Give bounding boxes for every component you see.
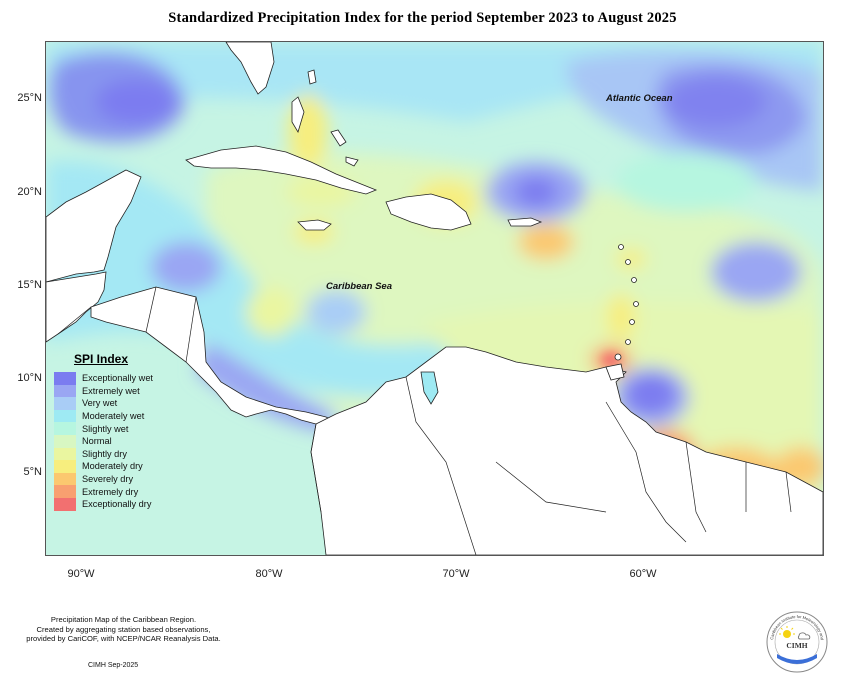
legend-item: Exceptionally wet — [54, 372, 164, 385]
country-borders — [57, 286, 792, 555]
logo-text: CIMH — [786, 641, 807, 650]
cimh-logo: CIMH Caribbean Institute for Meteorology… — [765, 610, 828, 673]
legend-item: Very wet — [54, 397, 164, 410]
spi-map — [45, 41, 824, 556]
spi-map-canvas — [46, 42, 823, 555]
legend-label: Extremely dry — [82, 486, 139, 497]
legend-swatch — [54, 485, 76, 498]
legend-swatch — [54, 397, 76, 410]
spi-legend: SPI Index Exceptionally wet Extremely wet… — [54, 352, 164, 511]
legend-item: Extremely wet — [54, 384, 164, 398]
legend-swatch — [54, 460, 76, 473]
lon-tick: 60°W — [629, 568, 657, 580]
atlantic-ocean-label: Atlantic Ocean — [606, 93, 673, 104]
legend-label: Extremely wet — [82, 385, 140, 396]
cloud-icon — [797, 632, 811, 640]
legend-title: SPI Index — [74, 352, 129, 366]
lat-tick: 5°N — [23, 466, 42, 478]
legend-swatch — [54, 434, 76, 448]
legend-swatch — [54, 497, 76, 511]
legend-swatch — [54, 384, 76, 398]
legend-swatch — [54, 409, 76, 423]
legend-swatch — [54, 447, 76, 461]
legend-item: Severely dry — [54, 472, 164, 486]
map-credit: Precipitation Map of the Caribbean Regio… — [16, 615, 231, 644]
legend-swatch — [54, 372, 76, 385]
sun-icon — [783, 630, 791, 638]
legend-label: Very wet — [82, 398, 118, 409]
lon-tick: 80°W — [255, 568, 283, 580]
legend-item: Slightly dry — [54, 447, 164, 461]
credit-line: provided by CariCOF, with NCEP/NCAR Rean… — [26, 634, 221, 643]
map-title: Standardized Precipitation Index for the… — [168, 10, 677, 26]
lat-tick: 25°N — [17, 92, 42, 104]
legend-items: Exceptionally wet Extremely wet Very wet Mo… — [54, 372, 164, 511]
caribbean-sea-label: Caribbean Sea — [326, 281, 392, 292]
credit-line: Precipitation Map of the Caribbean Regio… — [50, 615, 197, 624]
legend-item: Moderately dry — [54, 460, 164, 473]
legend-label: Normal — [82, 436, 112, 447]
legend-label: Severely dry — [82, 474, 134, 485]
credit-footer: CIMH Sep-2025 — [88, 662, 139, 669]
legend-label: Moderately dry — [82, 461, 143, 472]
legend-label: Exceptionally dry — [82, 499, 152, 510]
legend-label: Slightly dry — [82, 448, 127, 459]
legend-item: Moderately wet — [54, 409, 164, 423]
credit-line: Created by aggregating station based obs… — [36, 624, 211, 634]
legend-item: Slightly wet — [54, 422, 164, 435]
lon-tick: 70°W — [442, 568, 470, 580]
lat-tick: 20°N — [17, 186, 42, 198]
legend-label: Moderately wet — [82, 411, 145, 422]
sun-rays-icon — [779, 626, 795, 635]
legend-swatch — [54, 472, 76, 486]
legend-label: Exceptionally wet — [82, 373, 153, 384]
legend-label: Slightly wet — [82, 423, 129, 434]
legend-item: Normal — [54, 434, 164, 448]
lat-tick: 15°N — [17, 279, 42, 291]
legend-item: Exceptionally dry — [54, 497, 164, 511]
wave-icon — [777, 654, 817, 664]
legend-swatch — [54, 422, 76, 435]
lon-tick: 90°W — [67, 568, 95, 580]
legend-item: Extremely dry — [54, 485, 164, 498]
lat-tick: 10°N — [17, 372, 42, 384]
